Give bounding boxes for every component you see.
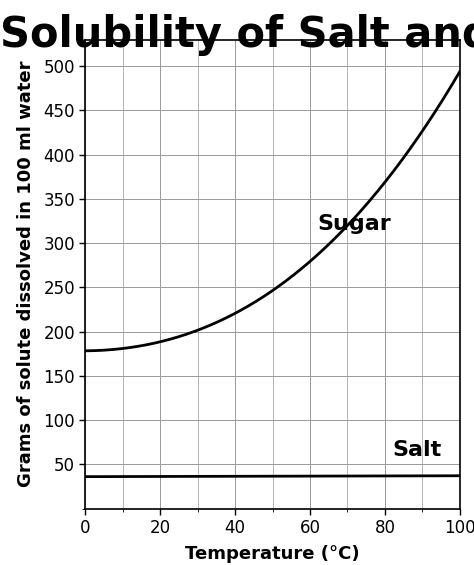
- X-axis label: Temperature (°C): Temperature (°C): [185, 545, 360, 563]
- Text: Solubility of Salt and Sugar: Solubility of Salt and Sugar: [0, 14, 474, 56]
- Text: Sugar: Sugar: [318, 214, 391, 234]
- Y-axis label: Grams of solute dissolved in 100 ml water: Grams of solute dissolved in 100 ml wate…: [17, 61, 35, 487]
- Text: Salt: Salt: [392, 440, 442, 460]
